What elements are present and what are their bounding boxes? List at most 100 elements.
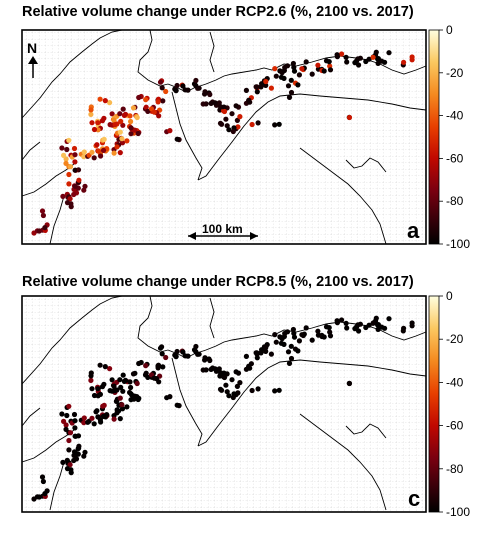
- glacier-point: [118, 384, 124, 390]
- glacier-point: [291, 334, 298, 340]
- border-line: [49, 461, 65, 511]
- glacier-point: [258, 350, 264, 356]
- glacier-point: [151, 109, 157, 115]
- glacier-point: [60, 193, 66, 199]
- glacier-point: [286, 94, 293, 100]
- glacier-point: [151, 375, 157, 381]
- glacier-point: [224, 123, 230, 129]
- glacier-point: [136, 94, 142, 101]
- glacier-point: [100, 147, 107, 153]
- glacier-point: [290, 326, 296, 333]
- glacier-point: [237, 114, 243, 120]
- glacier-point: [288, 343, 294, 349]
- glacier-point: [373, 315, 379, 321]
- glacier-point: [64, 412, 70, 419]
- glacier-point: [130, 371, 137, 377]
- glacier-point: [163, 88, 169, 95]
- glacier-point: [95, 120, 101, 126]
- glacier-point: [67, 462, 73, 468]
- border-line: [21, 295, 123, 385]
- glacier-point: [40, 478, 47, 485]
- glacier-point: [91, 155, 97, 161]
- glacier-point: [134, 380, 140, 387]
- map-frame-c: [21, 295, 427, 513]
- glacier-point: [375, 326, 381, 332]
- glacier-point: [66, 437, 72, 444]
- colorbar-tick-label: -20: [446, 332, 464, 346]
- glacier-point: [235, 124, 241, 130]
- glacier-point: [202, 357, 208, 363]
- glacier-point: [71, 191, 77, 198]
- glacier-point: [180, 83, 186, 89]
- glacier-point: [246, 363, 252, 369]
- glacier-point: [223, 116, 229, 122]
- scale-bar-label: 100 km: [202, 222, 243, 236]
- border-line: [21, 29, 123, 119]
- glacier-point: [117, 129, 123, 135]
- map-panel-a: N 100 km a 0 -20 -40 -60 -80 -100: [21, 23, 470, 251]
- glacier-point: [119, 406, 126, 412]
- glacier-point: [66, 181, 72, 187]
- glacier-points-c: [31, 315, 415, 502]
- glacier-point: [89, 149, 95, 155]
- glacier-point: [160, 98, 166, 104]
- colorbar-tick-label: -40: [446, 109, 464, 123]
- glacier-point: [386, 50, 392, 56]
- glacier-point: [101, 402, 107, 408]
- scale-bar: 100 km: [188, 222, 258, 240]
- glacier-point: [81, 154, 87, 160]
- border-line: [171, 91, 203, 181]
- glacier-point: [40, 212, 47, 219]
- glacier-point: [282, 64, 288, 71]
- border-line: [209, 297, 215, 339]
- border-line: [167, 55, 427, 93]
- glacier-point: [200, 101, 206, 107]
- panel-letter-a: a: [407, 218, 420, 243]
- glacier-point: [95, 414, 101, 420]
- glacier-point: [42, 491, 48, 497]
- glacier-point: [254, 355, 260, 361]
- glacier-point: [160, 364, 166, 370]
- glacier-point: [196, 85, 202, 91]
- colorbar-tick-label: -100: [446, 505, 470, 519]
- border-line: [137, 29, 169, 87]
- glacier-point: [76, 177, 82, 183]
- glacier-point: [272, 122, 278, 128]
- glacier-point: [409, 320, 415, 326]
- glacier-point: [42, 225, 48, 231]
- glacier-point: [401, 59, 407, 65]
- glacier-point: [276, 121, 282, 127]
- glacier-point: [112, 388, 118, 394]
- glacier-point: [71, 411, 78, 418]
- glacier-point: [102, 98, 108, 104]
- glacier-point: [82, 183, 88, 189]
- glacier-point: [375, 60, 381, 66]
- glacier-point: [155, 365, 161, 371]
- glacier-point: [117, 416, 123, 422]
- glacier-point: [66, 171, 72, 178]
- glacier-point: [39, 208, 46, 214]
- glacier-point: [263, 82, 269, 88]
- glacier-point: [207, 357, 213, 364]
- colorbar-c: 0 -20 -40 -60 -80 -100: [428, 289, 470, 519]
- glacier-point: [72, 433, 78, 439]
- glacier-point: [81, 415, 87, 421]
- glacier-point: [303, 325, 309, 331]
- glacier-point: [343, 320, 349, 326]
- glacier-point: [226, 127, 232, 133]
- glacier-point: [299, 332, 305, 338]
- glacier-point: [39, 474, 46, 480]
- glacier-point: [94, 408, 100, 414]
- glacier-point: [128, 131, 134, 137]
- glacier-point: [382, 325, 388, 331]
- glacier-point: [135, 396, 141, 403]
- glacier-point: [212, 100, 218, 106]
- glacier-point: [272, 66, 278, 72]
- colorbar-tick-label: -60: [446, 419, 464, 433]
- glacier-point: [102, 364, 108, 370]
- border-line: [21, 141, 41, 161]
- glacier-point: [120, 388, 126, 394]
- glacier-point: [107, 100, 113, 106]
- glacier-point: [91, 421, 97, 427]
- glacier-point: [375, 56, 381, 62]
